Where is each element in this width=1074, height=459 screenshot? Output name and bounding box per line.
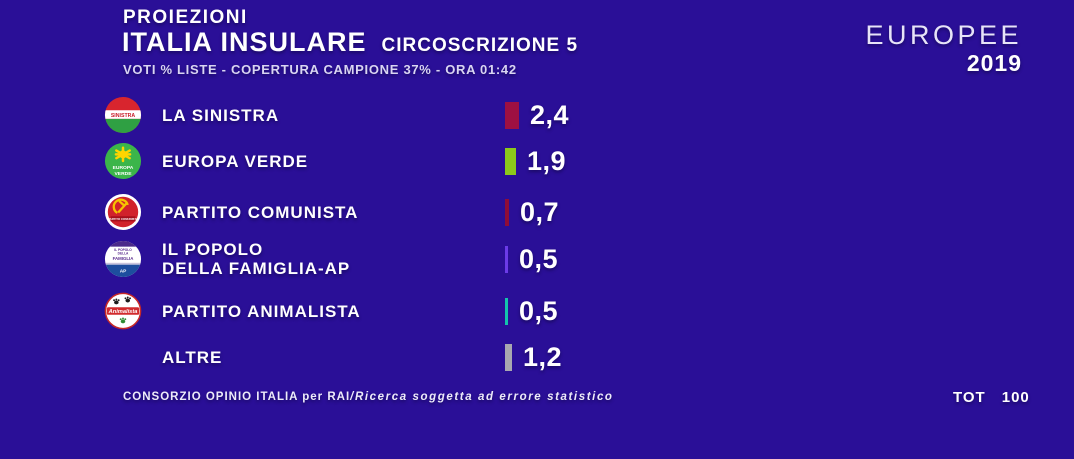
svg-text:AP: AP <box>120 268 127 274</box>
party-label: PARTITO COMUNISTA <box>162 202 359 222</box>
svg-text:IL POPOLO: IL POPOLO <box>114 248 132 252</box>
bar <box>505 245 508 273</box>
meta-line: VOTI % LISTE - COPERTURA CAMPIONE 37% - … <box>123 62 517 77</box>
value-label: 0,7 <box>520 196 560 227</box>
svg-text:DELLA: DELLA <box>118 252 129 256</box>
source-line: CONSORZIO OPINIO ITALIA per RAI/Ricerca … <box>123 391 614 403</box>
kicker: PROIEZIONI <box>123 7 248 28</box>
party-label: PARTITO ANIMALISTA <box>162 301 361 321</box>
bar-group: 2,4 <box>505 91 569 139</box>
value-label: 1,2 <box>523 341 563 372</box>
svg-text:EUROPA: EUROPA <box>113 165 134 171</box>
party-label: LA SINISTRA <box>162 105 280 125</box>
partito-animalista-logo-icon: Animalista <box>104 292 142 330</box>
popolo-della-famiglia-logo-icon: IL POPOLO DELLA FAMIGLIA AP <box>104 240 142 278</box>
europa-verde-logo-icon: EUROPA VERDE <box>104 142 142 180</box>
value-label: 2,4 <box>530 99 570 130</box>
party-row: PARTITO COMUNISTA PARTITO COMUNISTA 0,7 <box>0 188 1074 236</box>
party-row: SINISTRA LA SINISTRA 2,4 <box>0 91 1074 139</box>
party-label: IL POPOLO DELLA FAMIGLIA-AP <box>162 240 351 278</box>
bar-group: 0,7 <box>505 188 559 236</box>
total-value: 100 <box>1001 389 1030 406</box>
page-subtitle: CIRCOSCRIZIONE 5 <box>381 35 579 56</box>
svg-text:Animalista: Animalista <box>108 309 138 315</box>
page-title: ITALIA INSULARE <box>122 27 367 57</box>
brand-europee-2019: EUROPEE 2019 <box>865 22 1022 75</box>
party-row: ALTRE 1,2 <box>0 333 1074 381</box>
value-label: 1,9 <box>527 145 567 176</box>
party-row: EUROPA VERDE EUROPA VERDE 1,9 <box>0 137 1074 185</box>
svg-text:VERDE: VERDE <box>115 171 133 177</box>
la-sinistra-logo-icon: SINISTRA <box>104 96 142 134</box>
party-label: EUROPA VERDE <box>162 151 309 171</box>
svg-text:PARTITO COMUNISTA: PARTITO COMUNISTA <box>108 217 138 221</box>
brand-line2: 2019 <box>966 50 1022 76</box>
bar <box>505 297 508 325</box>
bar <box>505 343 512 371</box>
bar-group: 0,5 <box>505 235 558 283</box>
party-label: ALTRE <box>162 347 223 367</box>
brand-line1: EUROPEE <box>865 20 1022 50</box>
title-line: ITALIA INSULARE CIRCOSCRIZIONE 5 <box>122 27 578 58</box>
svg-text:SINISTRA: SINISTRA <box>111 113 136 119</box>
bar-group: 1,2 <box>505 333 562 381</box>
bar-group: 1,9 <box>505 137 566 185</box>
bar <box>505 101 519 129</box>
total: TOT 100 <box>953 389 1030 406</box>
svg-text:FAMIGLIA: FAMIGLIA <box>113 256 135 261</box>
bar-group: 0,5 <box>505 287 558 335</box>
party-row: IL POPOLO DELLA FAMIGLIA AP IL POPOLO DEL… <box>0 235 1074 283</box>
value-label: 0,5 <box>519 295 559 326</box>
source-name: CONSORZIO OPINIO ITALIA per RAI <box>123 391 351 403</box>
source-note: /Ricerca soggetta ad errore statistico <box>350 391 614 403</box>
bar <box>505 147 516 175</box>
partito-comunista-logo-icon: PARTITO COMUNISTA <box>104 193 142 231</box>
bar <box>505 198 509 226</box>
party-row: Animalista PARTITO ANIMALISTA 0,5 <box>0 287 1074 335</box>
value-label: 0,5 <box>519 243 559 274</box>
total-label: TOT <box>953 389 986 406</box>
